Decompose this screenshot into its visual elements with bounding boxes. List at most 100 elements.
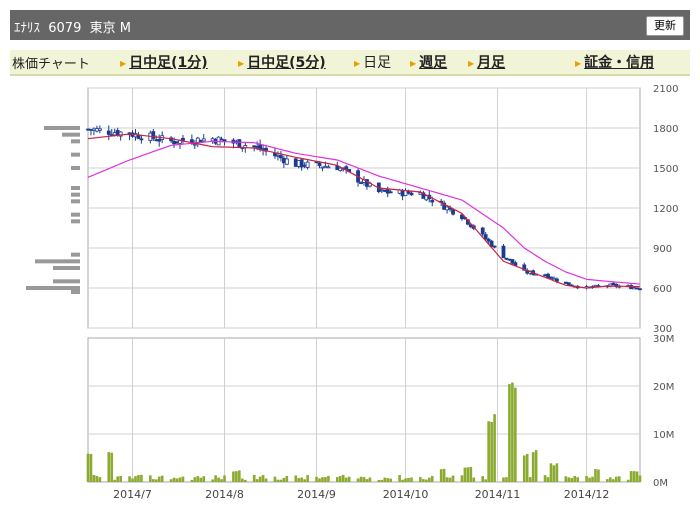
nav-label: 株価チャート <box>12 57 90 72</box>
volume-bar <box>576 477 579 482</box>
tab-intraday-1min[interactable]: ▶ 日中足(1分) <box>120 52 208 72</box>
candle-body <box>430 199 435 203</box>
volume-bar <box>419 477 422 482</box>
candle-body <box>403 190 408 196</box>
volume-bar <box>243 479 247 482</box>
volume-bar <box>398 475 401 482</box>
candle-body <box>284 158 289 165</box>
volume-bar <box>131 478 134 482</box>
volume-bar <box>635 471 639 482</box>
candle-body <box>385 189 390 194</box>
volume-bar <box>341 474 345 482</box>
candle-body <box>320 166 325 169</box>
refresh-button[interactable]: 更新 <box>646 16 684 36</box>
candle-body <box>237 139 242 149</box>
volume-bar <box>116 476 119 482</box>
volume-bar <box>327 475 330 482</box>
volume-bar <box>617 476 621 482</box>
tab-margin[interactable]: ▶ 証金・信用 <box>575 52 654 72</box>
candle-body <box>486 238 491 242</box>
volume-profile-bar <box>62 132 80 137</box>
candle-body <box>154 139 159 142</box>
volume-profile-bar <box>53 279 80 284</box>
volume-bar <box>430 476 434 482</box>
candle-body <box>460 214 464 220</box>
candle-body <box>115 129 120 136</box>
price-tick-label: 300 <box>653 324 672 335</box>
candle-body <box>192 143 197 146</box>
volume-profile-bar <box>71 199 80 204</box>
volume-bar <box>303 479 306 482</box>
volume-profile-bar <box>71 219 80 224</box>
volume-bar <box>297 478 301 482</box>
volume-bar <box>175 478 179 482</box>
volume-bar <box>89 453 93 482</box>
volume-bar <box>211 479 214 482</box>
price-tick-label: 1500 <box>653 164 678 175</box>
candle-body <box>276 154 280 157</box>
volume-bar <box>407 477 410 482</box>
volume-bar <box>356 478 360 482</box>
candle-body <box>106 130 111 135</box>
volume-bar <box>638 475 642 482</box>
candle-body <box>543 274 547 277</box>
volume-bar <box>469 466 473 482</box>
candle-body <box>222 139 227 142</box>
tab-intraday-5min[interactable]: ▶ 日中足(5分) <box>238 52 326 72</box>
candle-body <box>293 158 298 167</box>
volume-profile-bar <box>71 152 80 157</box>
volume-bar <box>404 478 407 482</box>
volume-bar <box>490 421 493 482</box>
candle-body <box>89 128 93 131</box>
arrow-right-icon: ▶ <box>238 58 245 68</box>
tab-daily: ▶ 日足 <box>354 52 391 72</box>
volume-bar <box>324 477 327 482</box>
volume-bar <box>380 479 384 482</box>
candle-body <box>317 162 322 167</box>
volume-bar <box>522 455 526 482</box>
volume-bar <box>606 479 609 482</box>
volume-bar <box>157 476 161 482</box>
candle-body <box>299 159 304 168</box>
candle-body <box>546 273 550 279</box>
volume-bar <box>140 474 143 482</box>
volume-bar <box>220 479 223 482</box>
volume-bar <box>214 475 217 482</box>
stock-title: ｴﾅﾘｽ 6079 東京 M <box>14 21 131 36</box>
volume-bar <box>597 469 600 482</box>
volume-bar <box>276 479 280 482</box>
volume-bar <box>321 477 324 482</box>
volume-bar <box>493 414 496 482</box>
volume-bar <box>549 463 553 482</box>
volume-bar <box>137 475 140 482</box>
chart-type-nav: 株価チャート ▶ 日中足(1分) ▶ 日中足(5分) ▶ 日足 ▶ 週足 ▶ 月足 ▶ 証金… <box>10 50 690 76</box>
volume-bar <box>282 477 286 482</box>
volume-bar <box>425 479 428 482</box>
volume-bar <box>401 479 404 482</box>
price-tick-label: 2100 <box>653 84 678 95</box>
volume-bar <box>594 469 597 482</box>
candle-body <box>406 191 411 194</box>
volume-bar <box>508 384 511 482</box>
volume-bar <box>261 475 265 482</box>
candle-body <box>195 137 200 143</box>
volume-tick-label: 30M <box>653 334 674 345</box>
volume-bar <box>149 475 152 482</box>
volume-bar <box>481 476 485 482</box>
candle-body <box>95 128 99 132</box>
volume-tick-label: 0M <box>653 478 668 489</box>
volume-bar <box>95 476 99 482</box>
volume-bar <box>629 471 633 482</box>
candle-body <box>566 282 571 286</box>
candle-body <box>210 138 215 142</box>
volume-bar <box>294 475 298 482</box>
x-tick-label: 2014/8 <box>205 488 244 501</box>
volume-bar <box>445 477 449 482</box>
tab-weekly[interactable]: ▶ 週足 <box>410 52 447 72</box>
volume-bar <box>264 478 268 482</box>
volume-bar <box>552 465 556 482</box>
volume-bar <box>626 479 630 482</box>
volume-profile-bar <box>71 139 80 144</box>
tab-monthly[interactable]: ▶ 月足 <box>468 52 505 72</box>
volume-bar <box>632 471 636 482</box>
